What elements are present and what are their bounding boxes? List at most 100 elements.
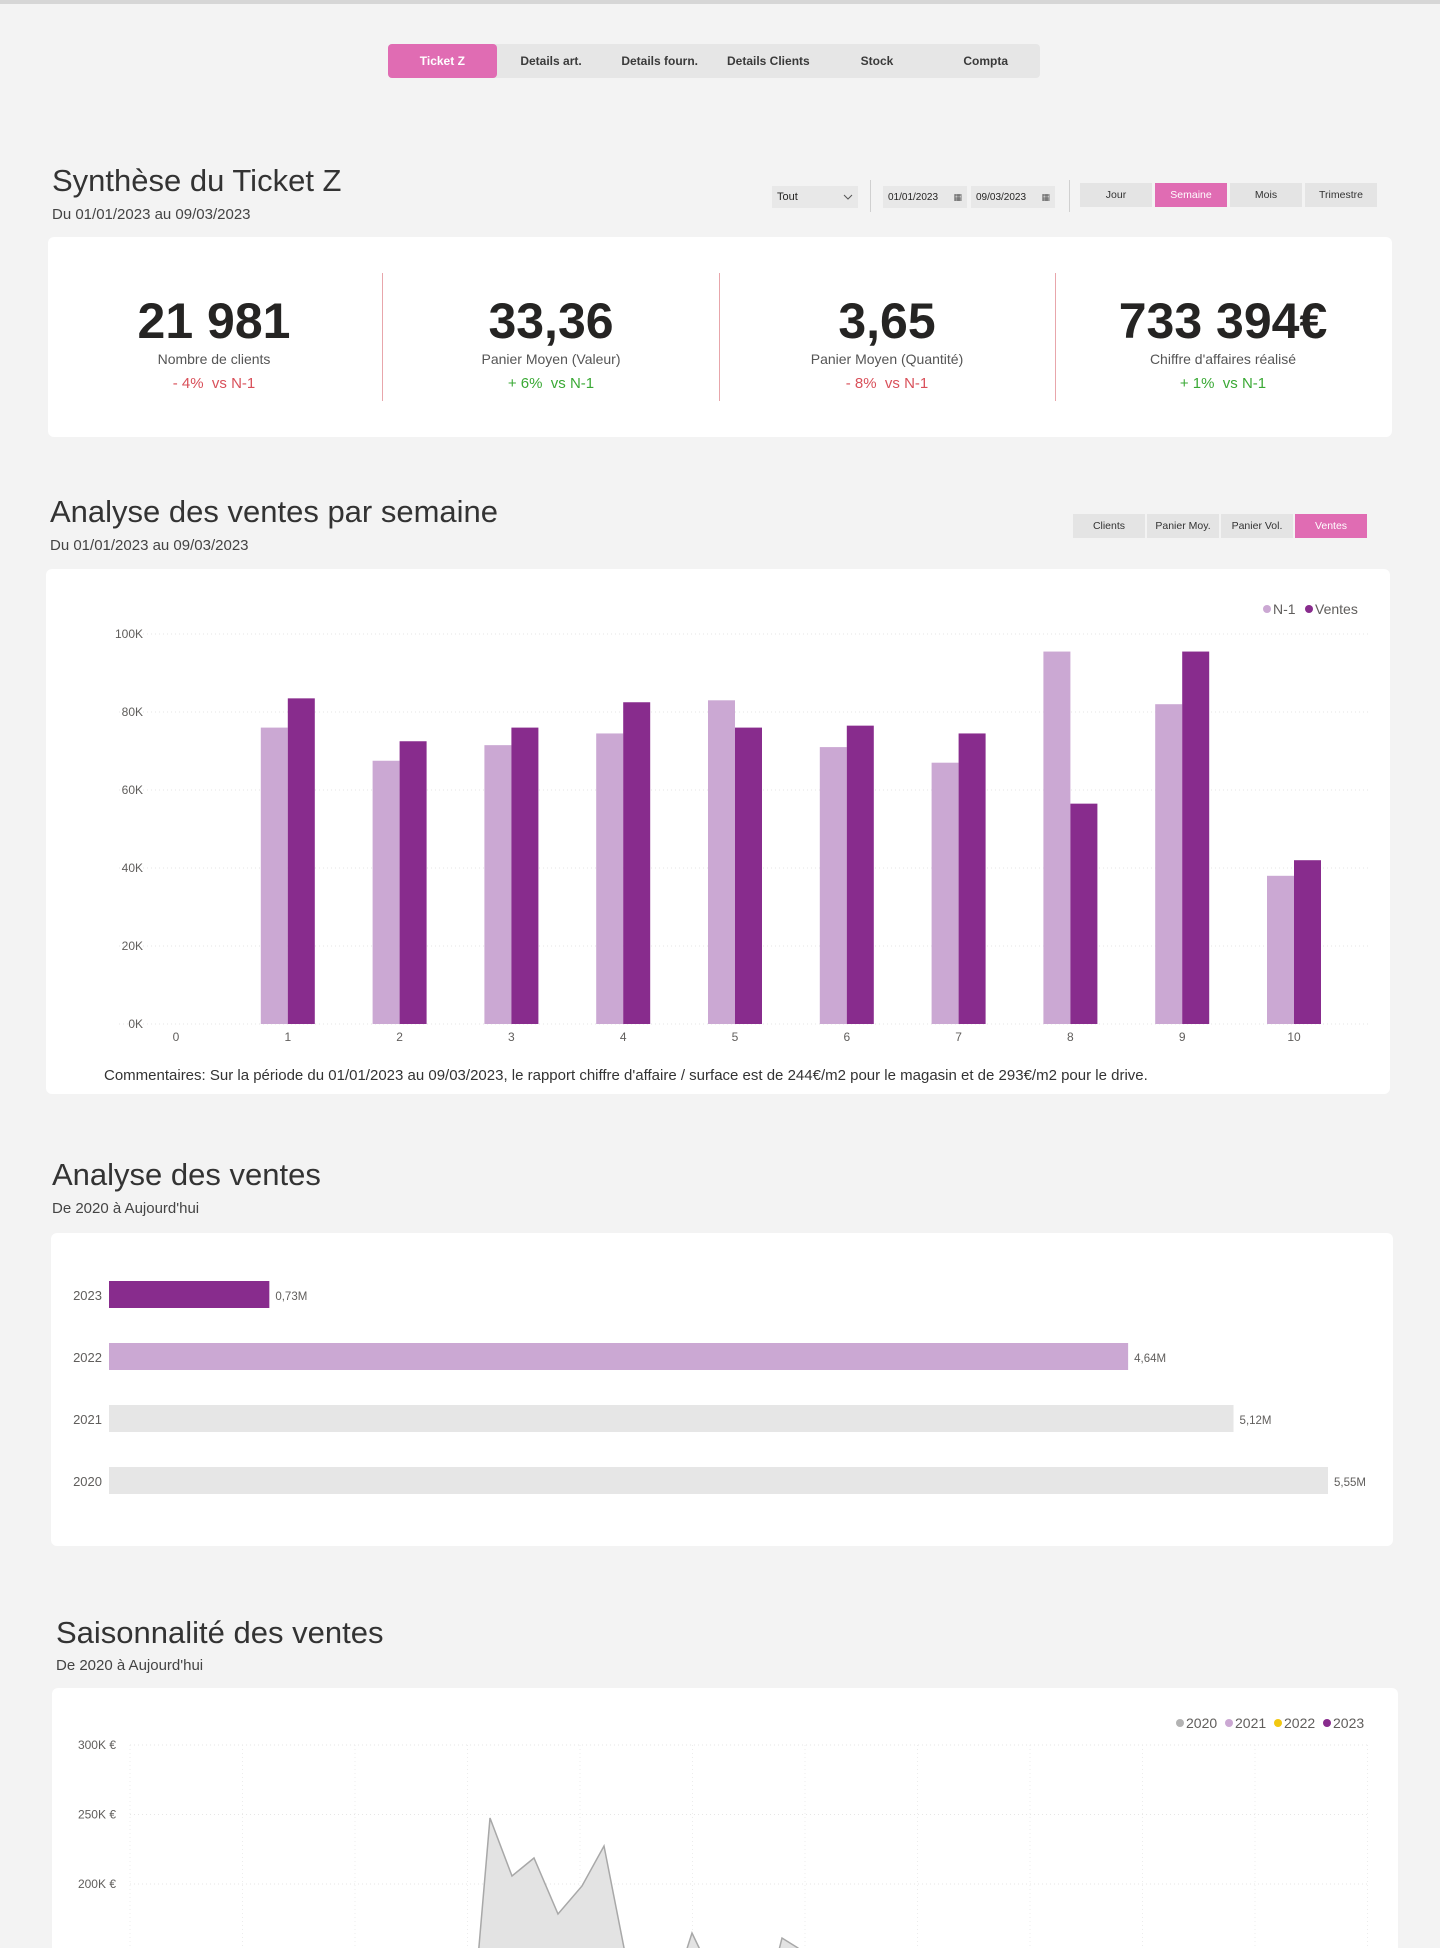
bar-ventes-10[interactable] <box>1294 860 1321 1024</box>
kpi-panier-moyen-quantite: 3,65 Panier Moyen (Quantité) - 8% vs N-1 <box>737 237 1037 392</box>
kpi-label: Panier Moyen (Quantité) <box>810 351 964 367</box>
calendar-icon[interactable]: ▦ <box>953 191 962 202</box>
tab-compta[interactable]: Compta <box>963 54 1009 68</box>
bar-n-1-2[interactable] <box>372 760 400 1024</box>
legend-item-ventes[interactable]: Ventes <box>1305 601 1358 617</box>
bar-n-1-4[interactable] <box>596 733 624 1024</box>
calendar-icon[interactable]: ▦ <box>1041 191 1050 202</box>
bar-2021[interactable] <box>109 1405 1234 1432</box>
legend-marker <box>1323 1719 1331 1727</box>
period-button-mois[interactable]: Mois <box>1230 183 1302 207</box>
legend-item-2020[interactable]: 2020 <box>1176 1715 1217 1731</box>
weekly-chart-card: 0K 20K 40K 60K 80K 100K 0 1 2 3 4 5 6 7 8 9 10 N-1 Ventes … <box>46 569 1390 1094</box>
y-tick-label: 300K € <box>78 1738 116 1752</box>
x-tick-label: 6 <box>843 1030 850 1044</box>
bar-2023[interactable] <box>109 1281 270 1308</box>
y-tick-label: 200K € <box>78 1877 116 1891</box>
bar-ventes-6[interactable] <box>846 725 874 1024</box>
metric-button-panier-moy[interactable]: Panier Moy. <box>1147 514 1219 538</box>
x-tick-label: 4 <box>620 1030 627 1044</box>
tab-details-fourn[interactable]: Details fourn. <box>621 54 699 68</box>
bar-ventes-5[interactable] <box>735 727 762 1024</box>
kpi-value: 21 981 <box>137 293 291 349</box>
date-end-value: 09/03/2023 <box>976 191 1027 203</box>
kpi-card: 21 981 Nombre de clients - 4% vs N-1 33,36 P… <box>48 237 1392 437</box>
tab-ticket-z[interactable]: Ticket Z <box>388 44 497 78</box>
kpi-delta-vs: vs N-1 <box>211 375 256 392</box>
kpi-delta: + 6% vs N-1 <box>401 375 701 392</box>
bar-ventes-2[interactable] <box>399 741 427 1024</box>
legend-marker <box>1274 1719 1282 1727</box>
bar-ventes-8[interactable] <box>1070 803 1098 1024</box>
tab-details-clients[interactable]: Details Clients <box>727 54 810 68</box>
period-button-semaine[interactable]: Semaine <box>1155 183 1227 207</box>
bar-ventes-1[interactable] <box>287 698 315 1024</box>
filter-select[interactable]: Tout <box>772 186 858 208</box>
bar-n-1-10[interactable] <box>1267 875 1294 1024</box>
bar-n-1-8[interactable] <box>1043 651 1071 1024</box>
bar-n-1-3[interactable] <box>484 745 512 1024</box>
legend-marker <box>1176 1719 1184 1727</box>
tab-details-art[interactable]: Details art. <box>520 54 582 68</box>
yearly-subtitle: De 2020 à Aujourd'hui <box>52 1200 200 1217</box>
bar-2022[interactable] <box>109 1343 1129 1370</box>
kpi-delta-vs: vs N-1 <box>1222 375 1267 392</box>
y-tick-label: 60K <box>122 783 143 797</box>
bar-n-1-1[interactable] <box>260 727 288 1024</box>
kpi-delta-vs: vs N-1 <box>550 375 595 392</box>
weekly-comment: Commentaires: Sur la période du 01/01/20… <box>104 1067 1148 1084</box>
legend-item-2021[interactable]: 2021 <box>1225 1715 1266 1731</box>
legend-label: 2022 <box>1284 1715 1315 1731</box>
legend-item-2023[interactable]: 2023 <box>1323 1715 1364 1731</box>
kpi-delta: + 1% vs N-1 <box>1073 375 1373 392</box>
yearly-bar-chart: 2023 0,73M 2022 4,64M 2021 5,12M 2020 5,55M <box>73 1281 1366 1494</box>
date-end-field[interactable]: 09/03/2023 ▦ <box>971 186 1055 208</box>
bar-value-label: 5,55M <box>1334 1477 1366 1489</box>
legend-marker <box>1305 605 1313 613</box>
bar-n-1-7[interactable] <box>931 762 959 1024</box>
kpi-delta: - 8% vs N-1 <box>737 375 1037 392</box>
synthese-title: Synthèse du Ticket Z <box>52 163 342 198</box>
synthese-subtitle: Du 01/01/2023 au 09/03/2023 <box>52 206 251 223</box>
bar-value-label: 0,73M <box>275 1291 307 1303</box>
legend-label: 2021 <box>1235 1715 1266 1731</box>
x-tick-label: 3 <box>508 1030 515 1044</box>
bar-ventes-3[interactable] <box>511 727 539 1024</box>
year-label: 2020 <box>73 1474 102 1489</box>
bar-2020[interactable] <box>109 1467 1328 1494</box>
metric-button-clients[interactable]: Clients <box>1073 514 1145 538</box>
bar-ventes-9[interactable] <box>1182 651 1210 1024</box>
page-nav: Ticket Z Details art. Details fourn. Detail… <box>388 44 1040 78</box>
y-tick-label: 250K € <box>78 1808 116 1822</box>
metric-button-ventes[interactable]: Ventes <box>1295 514 1367 538</box>
x-tick-label: 0 <box>173 1030 180 1044</box>
date-start-field[interactable]: 01/01/2023 ▦ <box>883 186 967 208</box>
bar-n-1-6[interactable] <box>819 747 847 1024</box>
legend-marker <box>1225 1719 1233 1727</box>
x-tick-label: 7 <box>955 1030 962 1044</box>
area-2020 <box>686 1930 701 1948</box>
legend-item-n-1[interactable]: N-1 <box>1263 601 1296 617</box>
metric-button-panier-vol[interactable]: Panier Vol. <box>1221 514 1293 538</box>
chevron-down-icon <box>843 194 853 200</box>
kpi-delta-value: + 1% <box>1179 375 1215 392</box>
yearly-title: Analyse des ventes <box>52 1157 321 1192</box>
bar-ventes-7[interactable] <box>958 733 986 1024</box>
legend-item-2022[interactable]: 2022 <box>1274 1715 1315 1731</box>
year-label: 2023 <box>73 1288 102 1303</box>
period-button-jour[interactable]: Jour <box>1080 183 1152 207</box>
kpi-value: 3,65 <box>838 293 936 349</box>
y-tick-label: 80K <box>122 705 143 719</box>
bar-n-1-5[interactable] <box>708 700 735 1024</box>
legend-label: 2020 <box>1186 1715 1217 1731</box>
bar-n-1-9[interactable] <box>1155 704 1183 1024</box>
period-button-trimestre[interactable]: Trimestre <box>1305 183 1377 207</box>
bar-value-label: 5,12M <box>1240 1415 1272 1427</box>
tab-stock[interactable]: Stock <box>860 54 894 68</box>
x-tick-label: 8 <box>1067 1030 1074 1044</box>
weekly-bar-chart: 0K 20K 40K 60K 80K 100K 0 1 2 3 4 5 6 7 8 9 10 N-1 Ventes <box>115 601 1368 1044</box>
kpi-label: Panier Moyen (Valeur) <box>481 351 621 367</box>
legend-label: 2023 <box>1333 1715 1364 1731</box>
legend-marker <box>1263 605 1271 613</box>
bar-ventes-4[interactable] <box>623 702 651 1024</box>
